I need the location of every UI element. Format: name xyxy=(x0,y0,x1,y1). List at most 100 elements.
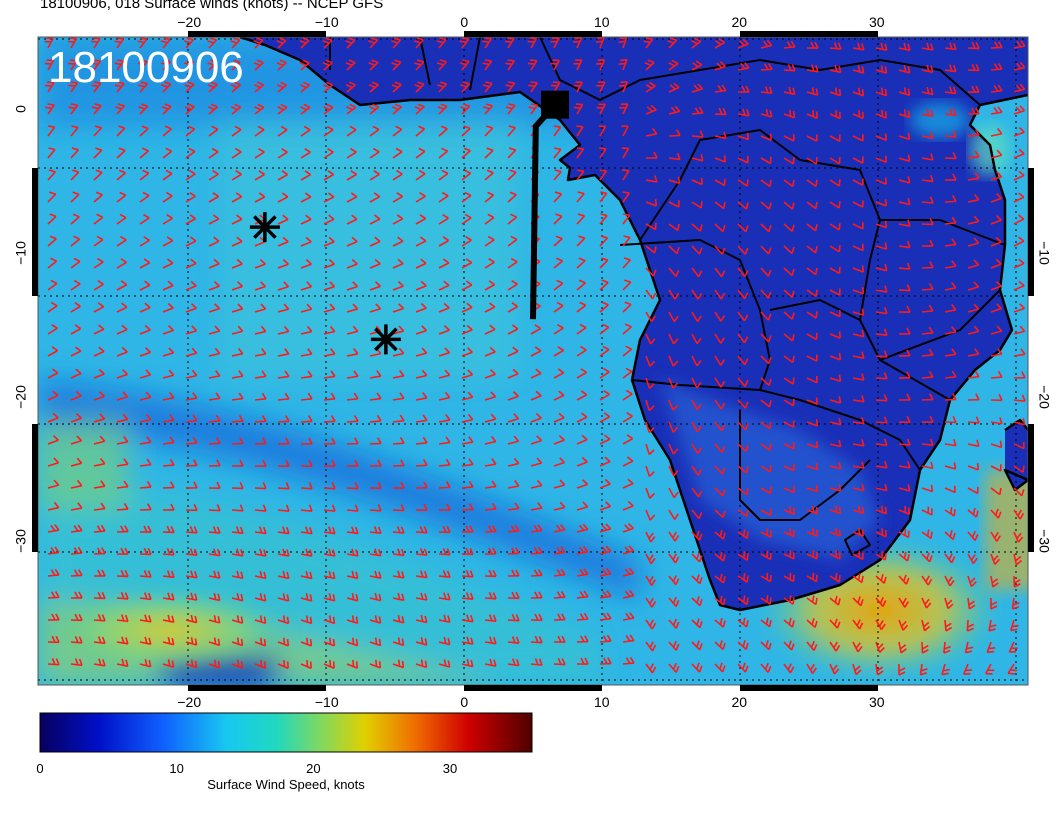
wind-barb xyxy=(576,323,587,335)
wind-barb xyxy=(829,245,841,253)
wind-barb xyxy=(137,59,148,71)
wind-barb xyxy=(852,286,865,295)
wind-barb xyxy=(967,348,980,357)
wind-barb xyxy=(1013,531,1024,543)
wind-barb xyxy=(231,103,242,115)
wind-barb xyxy=(185,347,198,357)
wind-barb xyxy=(1013,303,1025,313)
wind-barb xyxy=(253,59,264,71)
wind-barb xyxy=(530,346,542,357)
wind-barb xyxy=(737,85,750,93)
wind-barb xyxy=(438,369,451,379)
wind-barb xyxy=(415,236,427,247)
wind-barb xyxy=(230,37,241,49)
wind-barb xyxy=(599,323,610,335)
wind-barb xyxy=(116,235,127,247)
wind-barb xyxy=(162,414,175,423)
wind-barb xyxy=(714,529,726,540)
wind-barb xyxy=(806,289,818,298)
wind-barb xyxy=(369,236,381,247)
wind-barb xyxy=(921,326,934,335)
wind-barb xyxy=(852,550,864,561)
wind-barb xyxy=(944,348,957,357)
square-marker xyxy=(541,90,569,119)
wind-barb xyxy=(392,437,405,445)
wind-barb xyxy=(231,170,242,181)
wind-barb xyxy=(990,41,1003,49)
wind-barb xyxy=(415,637,428,646)
wind-barb xyxy=(576,345,587,357)
wind-barb xyxy=(898,349,911,357)
wind-barb xyxy=(737,529,749,539)
wind-barb xyxy=(967,281,980,291)
wind-barb xyxy=(737,595,749,606)
wind-barb xyxy=(139,347,151,357)
wind-barb xyxy=(921,174,934,183)
wind-barb xyxy=(967,507,979,518)
wind-barb xyxy=(323,325,336,335)
wind-barb xyxy=(668,59,679,71)
wind-barb xyxy=(70,191,80,203)
wind-barb xyxy=(921,108,934,118)
wind-barb xyxy=(737,179,749,187)
wind-barb xyxy=(990,487,1002,496)
wind-barb xyxy=(277,437,290,445)
wind-barb xyxy=(415,392,428,401)
wind-barb xyxy=(921,506,933,516)
wind-barb xyxy=(944,108,957,117)
wind-barb xyxy=(277,192,289,203)
wind-barb xyxy=(963,663,973,675)
wind-barb xyxy=(300,593,313,602)
wind-barb xyxy=(484,614,497,623)
wind-barb xyxy=(806,157,818,165)
wind-barb xyxy=(507,147,517,159)
wind-barb xyxy=(323,103,334,115)
wind-barb xyxy=(346,570,359,580)
wind-barb xyxy=(737,377,749,387)
wind-barb xyxy=(618,37,628,49)
wind-barb xyxy=(829,87,842,97)
wind-barb xyxy=(988,619,997,632)
wind-barb xyxy=(139,236,150,247)
wind-barb xyxy=(875,438,888,447)
track-layer xyxy=(249,90,569,355)
wind-barb xyxy=(139,413,152,423)
wind-barb xyxy=(806,354,818,362)
wind-barb xyxy=(507,524,520,533)
wind-barb xyxy=(369,281,381,291)
wind-barb xyxy=(207,103,218,115)
wind-barb xyxy=(691,465,703,476)
wind-barb xyxy=(392,280,404,291)
wind-barb xyxy=(93,169,103,181)
wind-barb xyxy=(668,267,680,278)
wind-barb xyxy=(253,81,264,93)
wind-barb xyxy=(1013,280,1025,291)
wind-barb xyxy=(599,390,610,401)
wind-barb xyxy=(944,597,954,610)
wind-barb xyxy=(1013,325,1026,335)
wind-barb xyxy=(783,267,795,277)
lat-tick-left: −30 xyxy=(13,529,29,553)
wind-barb xyxy=(392,504,405,512)
wind-barb xyxy=(714,573,726,584)
wind-barb xyxy=(667,37,678,49)
wind-barb xyxy=(875,87,888,97)
wind-barb xyxy=(645,222,657,231)
wind-barb xyxy=(829,288,841,296)
wind-barb xyxy=(990,127,1003,137)
wind-barb xyxy=(392,659,405,669)
wind-barb xyxy=(806,663,817,674)
wind-barb xyxy=(482,103,493,115)
wind-barb xyxy=(139,169,150,181)
wind-barb xyxy=(139,547,152,556)
wind-barb xyxy=(369,637,382,647)
wind-barb xyxy=(507,125,516,137)
wind-barb xyxy=(392,548,405,557)
wind-barb xyxy=(231,459,244,467)
wind-barb xyxy=(645,377,655,389)
wind-barb xyxy=(898,284,911,292)
wind-barb xyxy=(599,169,607,181)
wind-barb xyxy=(944,462,957,470)
wind-barb xyxy=(461,525,474,533)
